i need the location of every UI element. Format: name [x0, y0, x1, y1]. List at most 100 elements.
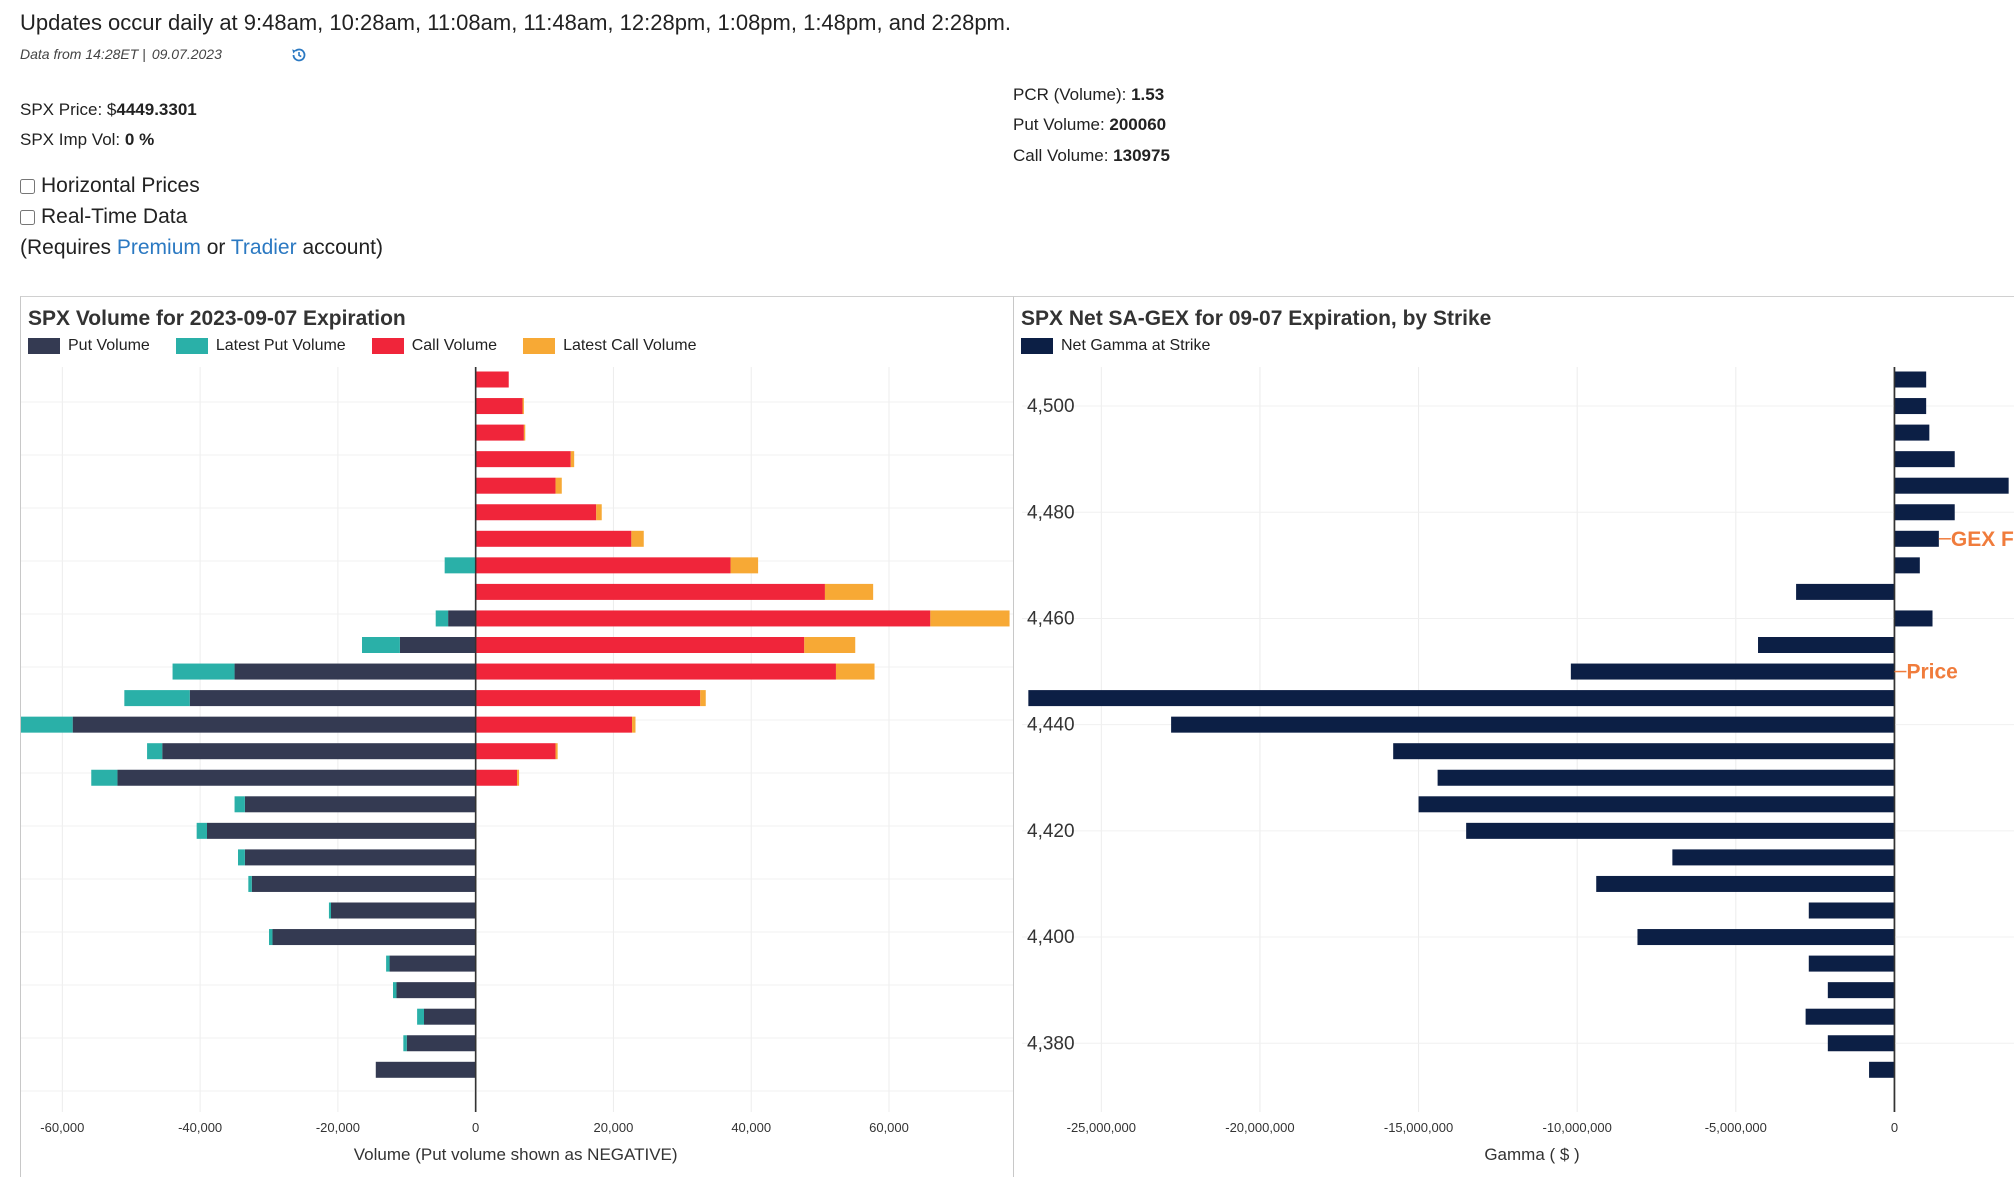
latest-call-volume-bar — [570, 451, 575, 468]
y-tick-label: 4,400 — [1027, 927, 1075, 948]
real-time-data-option[interactable]: Real-Time Data — [20, 205, 187, 229]
put-volume-bar — [72, 716, 476, 733]
spx-price: SPX Price: $4449.3301 — [20, 100, 197, 120]
latest-put-volume-bar — [417, 1008, 424, 1025]
latest-put-volume-bar — [386, 955, 390, 972]
latest-put-volume-bar — [248, 875, 252, 892]
net-gamma-bar — [1808, 902, 1895, 919]
put-volume-bar — [251, 875, 476, 892]
call-volume-bar — [475, 530, 632, 547]
put-volume-bar — [389, 955, 476, 972]
y-tick-label: 4,420 — [1027, 821, 1075, 842]
premium-link[interactable]: Premium — [116, 236, 201, 259]
volume-chart-svg: -60,000 -40,000 -20,000 0 20,000 40,000 60,000… — [21, 367, 1013, 1164]
horizontal-prices-option[interactable]: Horizontal Prices — [20, 174, 200, 198]
call-volume-bar — [475, 557, 731, 574]
legend-item-call-volume[interactable]: Call Volume — [371, 337, 497, 355]
net-gamma-bar — [1894, 424, 1930, 441]
latest-call-volume-bar — [555, 477, 562, 494]
legend-item-net-gamma[interactable]: Net Gamma at Strike — [1021, 337, 1210, 355]
horizontal-prices-label: Horizontal Prices — [41, 174, 200, 197]
net-gamma-bar — [1894, 451, 1955, 468]
put-volume-bar — [406, 1035, 476, 1052]
put-volume-label: Put Volume: — [1013, 115, 1110, 134]
pcr-label: PCR (Volume): — [1013, 85, 1132, 104]
put-volume-bar — [162, 743, 476, 760]
net-gamma-bar — [1637, 929, 1895, 946]
latest-put-volume-bar — [269, 929, 273, 946]
net-gamma-bar — [1466, 822, 1895, 839]
put-volume-bar — [207, 822, 476, 839]
call-volume-bar — [475, 398, 523, 415]
spx-price-value: 4449.3301 — [116, 100, 197, 119]
gamma-chart-panel: SPX Net SA-GEX for 09-07 Expiration, by … — [1013, 296, 2014, 1177]
data-date: 09.07.2023 — [151, 46, 222, 62]
y-tick-label: 4,500 — [1027, 396, 1075, 417]
put-volume-bar — [396, 982, 476, 999]
net-gamma-bar — [1894, 610, 1933, 627]
latest-call-volume-bar — [730, 557, 759, 574]
net-gamma-bar — [1805, 1008, 1895, 1025]
volume-chart-panel: SPX Volume for 2023-09-07 Expiration Put… — [20, 296, 1013, 1177]
put-volume-bar — [117, 769, 476, 786]
net-gamma-bar — [1894, 477, 2009, 494]
put-volume-bar — [234, 663, 476, 680]
put-volume-bar — [331, 902, 476, 919]
net-gamma-bar — [1437, 769, 1895, 786]
real-time-data-label: Real-Time Data — [41, 205, 188, 228]
legend-item-latest-call-volume[interactable]: Latest Call Volume — [523, 337, 696, 355]
call-volume-bar — [475, 663, 836, 680]
gamma-chart-svg: -25,000,000 -20,000,000 -15,000,000 -10,000… — [1022, 367, 2014, 1164]
x-tick-label: -20,000 — [316, 1120, 360, 1135]
spx-price-label: SPX Price: $ — [20, 100, 117, 119]
latest-put-volume-bar — [91, 769, 118, 786]
put-volume-bar — [272, 929, 476, 946]
x-axis-title: Gamma ( $ ) — [1484, 1145, 1579, 1164]
latest-put-volume-bar — [403, 1035, 407, 1052]
requires-note: (Requires Premium or Tradier account) — [20, 236, 383, 260]
call-volume-bar — [475, 477, 556, 494]
latest-put-volume-bar — [21, 716, 73, 733]
pcr-value: 1.53 — [1131, 85, 1165, 104]
annotation-label: GEX Flip — [1951, 528, 2014, 551]
latest-put-volume-bar — [172, 663, 235, 680]
y-tick-label: 4,480 — [1027, 502, 1075, 523]
legend-swatch-latest-call-volume — [523, 338, 556, 354]
history-icon[interactable] — [290, 46, 308, 64]
net-gamma-bar — [1808, 955, 1895, 972]
x-tick-label: 20,000 — [594, 1120, 634, 1135]
tradier-link[interactable]: Tradier — [230, 236, 297, 259]
latest-put-volume-bar — [444, 557, 476, 574]
latest-call-volume-bar — [632, 716, 636, 733]
latest-call-volume-bar — [517, 769, 520, 786]
x-tick-label: -15,000,000 — [1384, 1120, 1453, 1135]
legend-item-latest-put-volume[interactable]: Latest Put Volume — [175, 337, 346, 355]
legend-item-put-volume[interactable]: Put Volume — [28, 337, 150, 355]
requires-prefix: (Requires — [20, 236, 117, 259]
net-gamma-bar — [1796, 583, 1895, 600]
real-time-data-checkbox[interactable] — [20, 209, 35, 225]
data-timestamp: Data from 14:28ET | 09.07.2023 — [20, 46, 222, 62]
horizontal-prices-checkbox[interactable] — [20, 178, 35, 194]
y-tick-label: 4,460 — [1027, 608, 1075, 629]
x-tick-label: -40,000 — [178, 1120, 222, 1135]
call-volume-bar — [475, 690, 701, 707]
call-volume-bar — [475, 583, 825, 600]
call-volume-bar — [475, 610, 931, 627]
put-volume-bar — [189, 690, 476, 707]
call-volume-value: 130975 — [1113, 146, 1170, 165]
legend-label-net-gamma: Net Gamma at Strike — [1061, 337, 1211, 354]
x-tick-label: -25,000,000 — [1067, 1120, 1136, 1135]
x-tick-label: 0 — [1891, 1120, 1898, 1135]
x-axis-title: Volume (Put volume shown as NEGATIVE) — [354, 1145, 678, 1164]
net-gamma-bar — [1894, 557, 1920, 574]
put-volume-bar — [399, 637, 476, 653]
latest-call-volume-bar — [804, 637, 856, 653]
net-gamma-bar — [1894, 398, 1927, 415]
volume-chart-legend: Put Volume Latest Put Volume Call Volume… — [28, 337, 696, 355]
x-tick-label: 60,000 — [869, 1120, 909, 1135]
put-volume-bar — [375, 1061, 476, 1078]
call-volume-bar — [475, 424, 524, 441]
latest-call-volume-bar — [523, 424, 526, 441]
x-tick-label: 40,000 — [731, 1120, 771, 1135]
